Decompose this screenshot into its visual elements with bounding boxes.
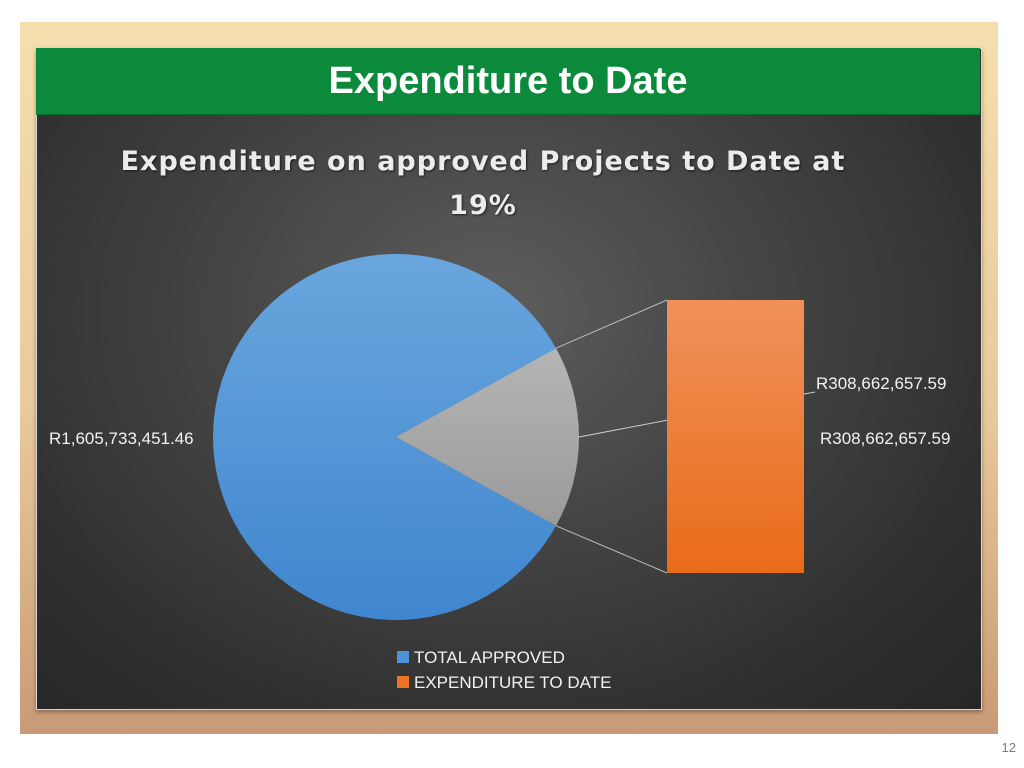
legend-entry: TOTAL APPROVED <box>414 648 565 667</box>
data-labels: R1,605,733,451.46 R308,662,657.59 R308,662… <box>49 374 950 448</box>
page-number: 12 <box>1001 740 1016 755</box>
connector-bottom <box>555 525 668 574</box>
connector-top <box>555 299 668 349</box>
legend-swatch <box>397 651 409 663</box>
pie-slice-secondary <box>396 348 579 526</box>
expenditure-bar <box>667 300 804 573</box>
legend: TOTAL APPROVED EXPENDITURE TO DATE <box>397 648 611 692</box>
slide-title: Expenditure to Date <box>328 60 688 102</box>
legend-swatch <box>397 676 409 688</box>
label-expenditure-bar: R308,662,657.59 <box>820 429 950 448</box>
pie <box>213 253 579 620</box>
label-total-approved: R1,605,733,451.46 <box>49 429 194 448</box>
chart-title: Expenditure on approved Projects to Date… <box>120 146 846 221</box>
label-secondary-slice: R308,662,657.59 <box>816 374 946 393</box>
bar-expenditure-to-date <box>667 300 804 573</box>
legend-entry: EXPENDITURE TO DATE <box>414 673 611 692</box>
title-bar <box>36 48 980 115</box>
pie-slice-total-approved <box>213 253 557 620</box>
